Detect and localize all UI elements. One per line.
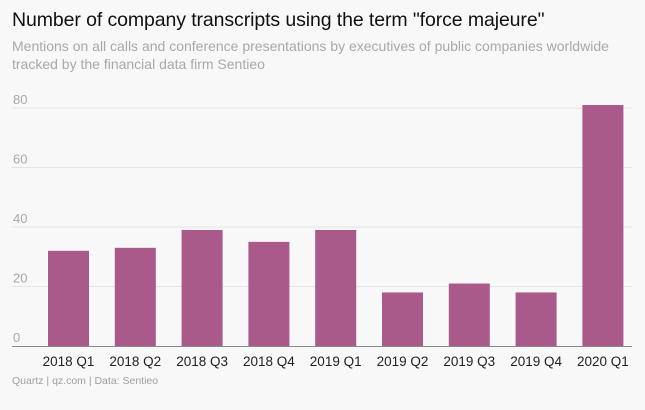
x-tick-label-2018-q2: 2018 Q2 (109, 354, 161, 369)
x-tick-label-2019-q4: 2019 Q4 (510, 354, 562, 369)
y-axis-ticks: 0 20 40 60 80 (13, 92, 27, 345)
bar-2018-q2 (114, 247, 156, 346)
x-tick-label-2019-q2: 2019 Q2 (377, 354, 429, 369)
chart-subtitle: Mentions on all calls and conference pre… (12, 38, 609, 72)
x-tick-label-2020-q1: 2020 Q1 (577, 354, 629, 369)
y-tick-label-60: 60 (13, 152, 27, 167)
bars (48, 105, 624, 347)
y-tick-label-40: 40 (13, 211, 27, 226)
bar-2019-q3 (448, 283, 490, 346)
x-tick-label-2019-q3: 2019 Q3 (443, 354, 495, 369)
y-tick-label-80: 80 (13, 92, 27, 107)
bar-2019-q4 (515, 292, 557, 346)
bar-2018-q3 (181, 229, 223, 346)
bar-2018-q1 (48, 250, 89, 346)
bar-2019-q2 (382, 292, 423, 346)
x-tick-label-2018-q3: 2018 Q3 (176, 354, 228, 369)
bar-2019-q1 (315, 229, 357, 346)
x-tick-label-2018-q1: 2018 Q1 (43, 354, 95, 369)
chart-title: Number of company transcripts using the … (12, 9, 545, 31)
bar-2018-q4 (248, 241, 290, 346)
x-axis-labels: 2018 Q1 2018 Q2 2018 Q3 2018 Q4 2019 Q1 2019 … (43, 354, 629, 369)
bar-2020-q1 (582, 105, 624, 347)
x-tick-label-2019-q1: 2019 Q1 (310, 354, 362, 369)
y-tick-label-20: 20 (13, 271, 27, 286)
footer-credit: Quartz | qz.com | Data: Sentieo (12, 375, 159, 387)
y-tick-label-0: 0 (13, 330, 20, 345)
x-tick-label-2018-q4: 2018 Q4 (243, 354, 295, 369)
